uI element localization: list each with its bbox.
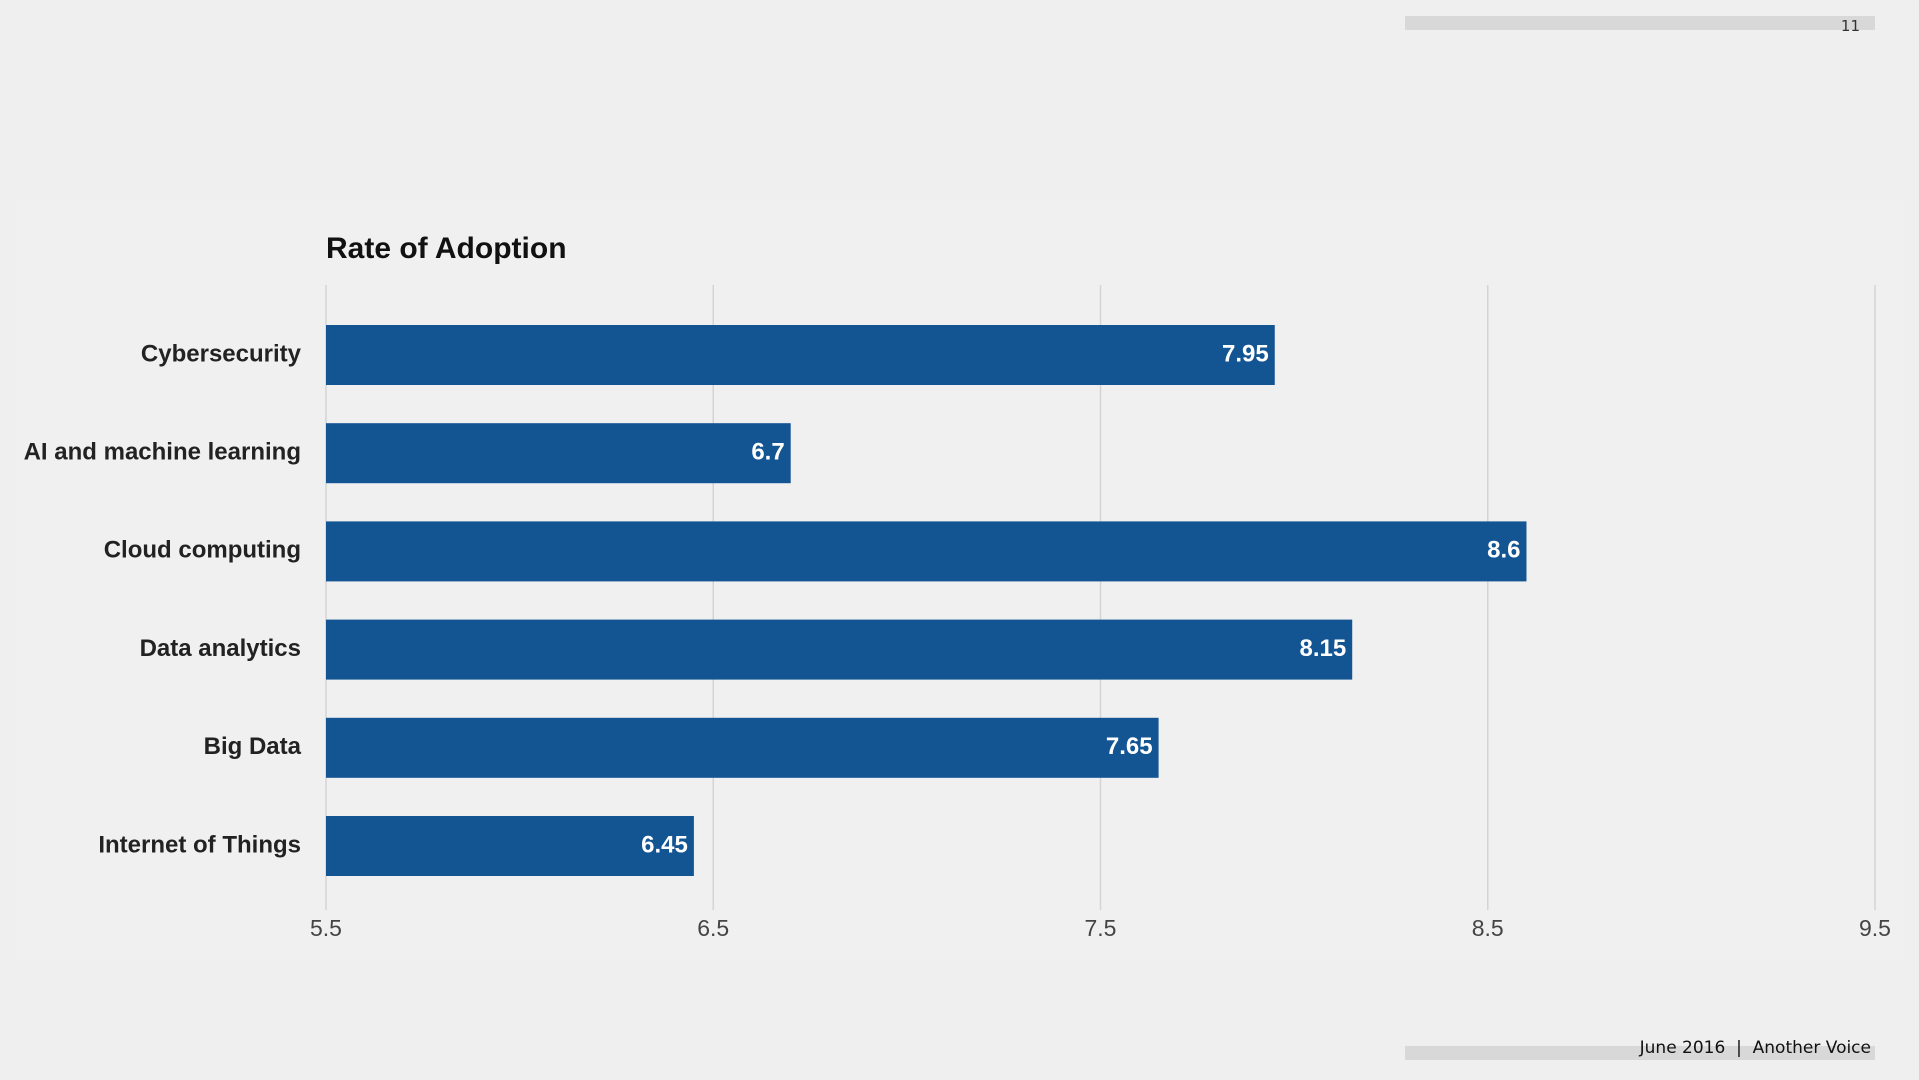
bar-value-label: 7.95 xyxy=(1222,340,1269,367)
bar-value-label: 8.6 xyxy=(1487,537,1520,564)
category-label: Internet of Things xyxy=(98,831,301,858)
chart-card: Rate of Adoption 7.95 6.7 8.6 8.15 7.65 6.45 … xyxy=(15,200,1905,960)
bar xyxy=(326,717,1159,778)
bar xyxy=(326,816,694,876)
x-axis-ticks: 5.5 6.5 7.5 8.5 9.5 xyxy=(310,915,1891,941)
chart-title: Rate of Adoption xyxy=(326,232,567,265)
bar xyxy=(326,325,1275,385)
category-label: Cybersecurity xyxy=(141,340,302,367)
x-tick-label: 9.5 xyxy=(1859,915,1891,941)
bar-value-label: 6.45 xyxy=(641,831,688,858)
category-label: AI and machine learning xyxy=(24,439,301,466)
x-tick-label: 7.5 xyxy=(1085,915,1117,941)
category-label: Big Data xyxy=(204,733,302,760)
page-number: 11 xyxy=(1840,17,1860,35)
footer-strip xyxy=(1405,1046,1875,1060)
bar xyxy=(326,423,791,484)
x-tick-label: 5.5 xyxy=(310,915,342,941)
bar xyxy=(326,619,1353,680)
bar-chart: Rate of Adoption 7.956.78.68.157.656.45 … xyxy=(24,232,1891,941)
category-labels: Cybersecurity AI and machine learning Clou… xyxy=(24,340,302,858)
category-label: Data analytics xyxy=(140,635,301,662)
header-strip xyxy=(1405,16,1875,30)
bars: 7.95 6.7 8.6 8.15 7.65 6.45 xyxy=(326,325,1527,876)
bar-value-label: 6.7 xyxy=(751,439,784,466)
bar xyxy=(326,521,1527,582)
category-label: Cloud computing xyxy=(104,537,301,564)
gridlines xyxy=(325,285,1876,910)
footer-text: June 2016 | Another Voice xyxy=(1639,1038,1871,1058)
bar-value-label: 8.15 xyxy=(1299,635,1346,662)
bar-value-label: 7.65 xyxy=(1106,733,1153,760)
x-tick-label: 6.5 xyxy=(697,915,729,941)
x-tick-label: 8.5 xyxy=(1472,915,1504,941)
